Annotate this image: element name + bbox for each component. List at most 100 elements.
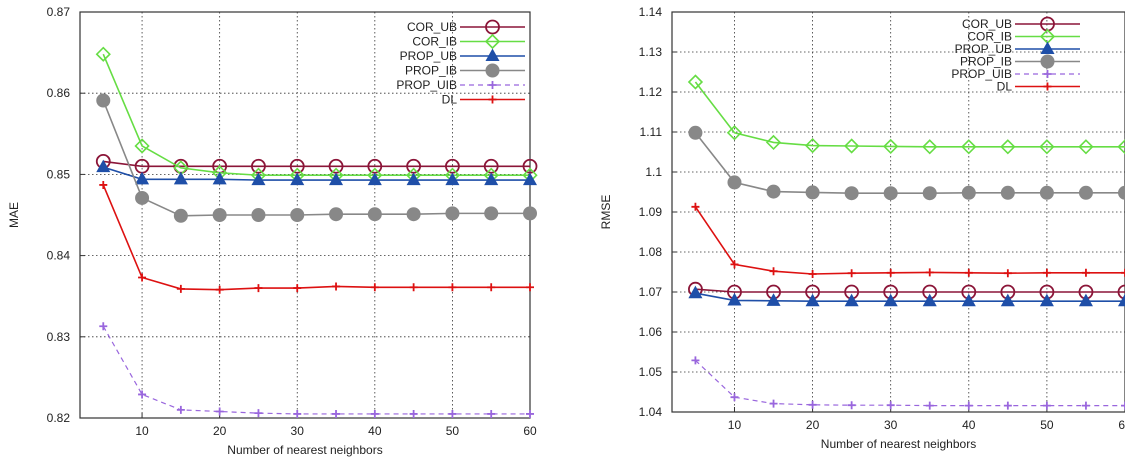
legend-item: PROP_UIB (951, 67, 1080, 81)
data-point (138, 273, 147, 282)
series-prop-ib (688, 125, 1125, 201)
mae-chart: 0.82 0.83 0.84 0.85 0.86 0.87 10 20 30 40 50 60 Numb… (7, 5, 538, 457)
data-point (922, 139, 938, 155)
data-point (1000, 185, 1015, 200)
data-point (96, 93, 111, 108)
data-point (1039, 185, 1054, 200)
x-tick-label: 60 (1118, 418, 1125, 432)
data-point (367, 207, 382, 222)
data-point (808, 400, 817, 409)
data-point (212, 208, 227, 222)
legend-item: PROP_UIB (396, 78, 525, 92)
y-axis-title: RMSE (599, 195, 613, 230)
data-point (1078, 185, 1093, 200)
data-point (1117, 284, 1125, 300)
y-tick-label: 1.1 (645, 165, 662, 179)
y-axis-title: MAE (7, 202, 21, 228)
data-point (808, 270, 817, 278)
data-point (844, 138, 860, 154)
data-point (727, 175, 742, 190)
data-point (329, 207, 344, 222)
y-tick-label: 1.12 (639, 85, 663, 99)
y-tick-label: 0.83 (47, 330, 71, 344)
data-point (730, 393, 739, 402)
data-point (844, 293, 859, 307)
legend-label: COR_UB (407, 20, 457, 34)
data-point (1042, 401, 1051, 410)
data-point (251, 208, 266, 222)
data-point (766, 184, 781, 199)
legend-label: COR_UB (962, 17, 1012, 31)
data-point (769, 267, 778, 276)
data-point (254, 284, 263, 293)
data-point (844, 186, 859, 201)
y-tick-label: 0.85 (47, 167, 71, 181)
data-point (95, 46, 111, 62)
data-point (883, 293, 898, 307)
series-group (95, 46, 538, 418)
legend-item: PROP_IB (960, 54, 1080, 69)
y-tick-label: 1.11 (640, 125, 663, 139)
data-point (687, 74, 704, 90)
mae-chart-panel: 0.82 0.83 0.84 0.85 0.86 0.87 10 20 30 40 50 60 Numb… (0, 0, 555, 459)
data-point (730, 260, 739, 269)
legend-marker (488, 95, 497, 104)
legend-marker (485, 63, 500, 78)
legend-item: DL (442, 93, 525, 107)
data-point (1039, 293, 1054, 307)
data-point (370, 283, 379, 292)
data-point (886, 401, 895, 410)
data-point (964, 268, 973, 277)
data-point (691, 356, 700, 365)
data-point (293, 409, 302, 418)
x-tick-label: 20 (213, 424, 227, 438)
data-point (484, 206, 499, 221)
legend-label: PROP_UIB (396, 78, 457, 92)
data-point (215, 407, 224, 416)
data-point (804, 137, 821, 154)
data-point (523, 206, 537, 221)
legend-marker (488, 81, 497, 89)
data-point (448, 409, 457, 418)
y-tick-label: 0.84 (47, 249, 71, 263)
legend-item: COR_IB (967, 28, 1080, 45)
data-point (883, 138, 899, 155)
data-point (1081, 401, 1090, 410)
x-tick-label: 50 (1040, 418, 1054, 432)
legend-item: COR_UB (407, 19, 525, 35)
x-tick-label: 10 (135, 424, 149, 438)
series-line (695, 359, 1125, 407)
data-point (961, 185, 976, 200)
x-axis-title: Number of nearest neighbors (821, 437, 976, 451)
legend-item: COR_IB (412, 33, 525, 50)
data-point (961, 139, 977, 155)
series-line (102, 184, 530, 291)
data-point (1117, 139, 1125, 155)
data-point (1117, 293, 1125, 307)
data-point (1121, 268, 1125, 277)
legend-label: PROP_IB (960, 55, 1012, 69)
data-point (925, 401, 934, 410)
series-prop-ub (688, 285, 1125, 307)
data-point (726, 125, 743, 141)
x-tick-label: 30 (291, 424, 305, 438)
data-point (847, 269, 856, 278)
x-tick-label: 40 (962, 418, 976, 432)
data-point (332, 282, 341, 291)
data-point (1003, 401, 1012, 410)
data-point (1042, 268, 1051, 277)
data-point (766, 293, 781, 306)
series-prop-uib (99, 322, 534, 418)
x-axis-title: Number of nearest neighbors (227, 443, 382, 457)
data-point (332, 409, 341, 418)
grid-lines (672, 11, 1125, 413)
data-point (727, 292, 742, 306)
data-point (445, 172, 460, 186)
y-tick-label: 1.05 (639, 365, 663, 379)
y-tick-label: 0.82 (47, 411, 71, 425)
legend-label: DL (997, 80, 1013, 94)
data-point (370, 409, 379, 418)
data-point (883, 186, 898, 201)
legend-label: PROP_UB (955, 42, 1012, 56)
